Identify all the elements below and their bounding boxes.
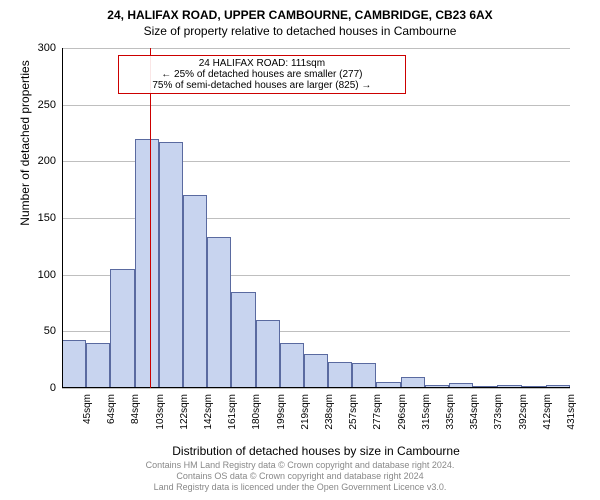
histogram-bar [135,139,159,388]
y-axis-label: Number of detached properties [18,0,32,313]
histogram-bar [231,292,255,388]
histogram-bar [207,237,231,388]
annotation-line-3: 75% of semi-detached houses are larger (… [125,80,399,91]
ytick-label: 300 [38,42,62,54]
annotation-box: 24 HALIFAX ROAD: 111sqm← 25% of detached… [118,55,406,94]
histogram-bar [110,269,134,388]
footer-line-3: Land Registry data is licenced under the… [0,482,600,493]
histogram-bar [256,320,280,388]
histogram-chart: 24, HALIFAX ROAD, UPPER CAMBOURNE, CAMBR… [0,0,600,500]
ytick-label: 250 [38,99,62,111]
annotation-line-2: ← 25% of detached houses are smaller (27… [125,69,399,80]
histogram-bar [352,363,376,388]
footer-line-1: Contains HM Land Registry data © Crown c… [0,460,600,471]
ytick-label: 200 [38,155,62,167]
ytick-label: 50 [44,325,62,337]
title-line-2: Size of property relative to detached ho… [0,24,600,38]
y-axis-line [62,48,63,388]
footer-line-2: Contains OS data © Crown copyright and d… [0,471,600,482]
annotation-line-1: 24 HALIFAX ROAD: 111sqm [125,58,399,69]
x-axis-label: Distribution of detached houses by size … [62,444,570,458]
histogram-bar [280,343,304,388]
histogram-bar [62,340,86,388]
gridline [62,388,570,389]
histogram-bar [183,195,207,388]
title-line-1: 24, HALIFAX ROAD, UPPER CAMBOURNE, CAMBR… [0,8,600,22]
ytick-label: 150 [38,212,62,224]
gridline [62,105,570,106]
histogram-bar [86,343,110,388]
property-marker-line [150,48,151,388]
x-axis-line [62,387,570,388]
histogram-bar [304,354,328,388]
gridline [62,48,570,49]
plot-area: 05010015020025030045sqm64sqm84sqm103sqm1… [62,48,570,388]
ytick-label: 100 [38,269,62,281]
chart-titles: 24, HALIFAX ROAD, UPPER CAMBOURNE, CAMBR… [0,8,600,38]
ytick-label: 0 [50,382,62,394]
histogram-bar [159,142,183,388]
histogram-bar [328,362,352,388]
footer-attribution: Contains HM Land Registry data © Crown c… [0,460,600,492]
